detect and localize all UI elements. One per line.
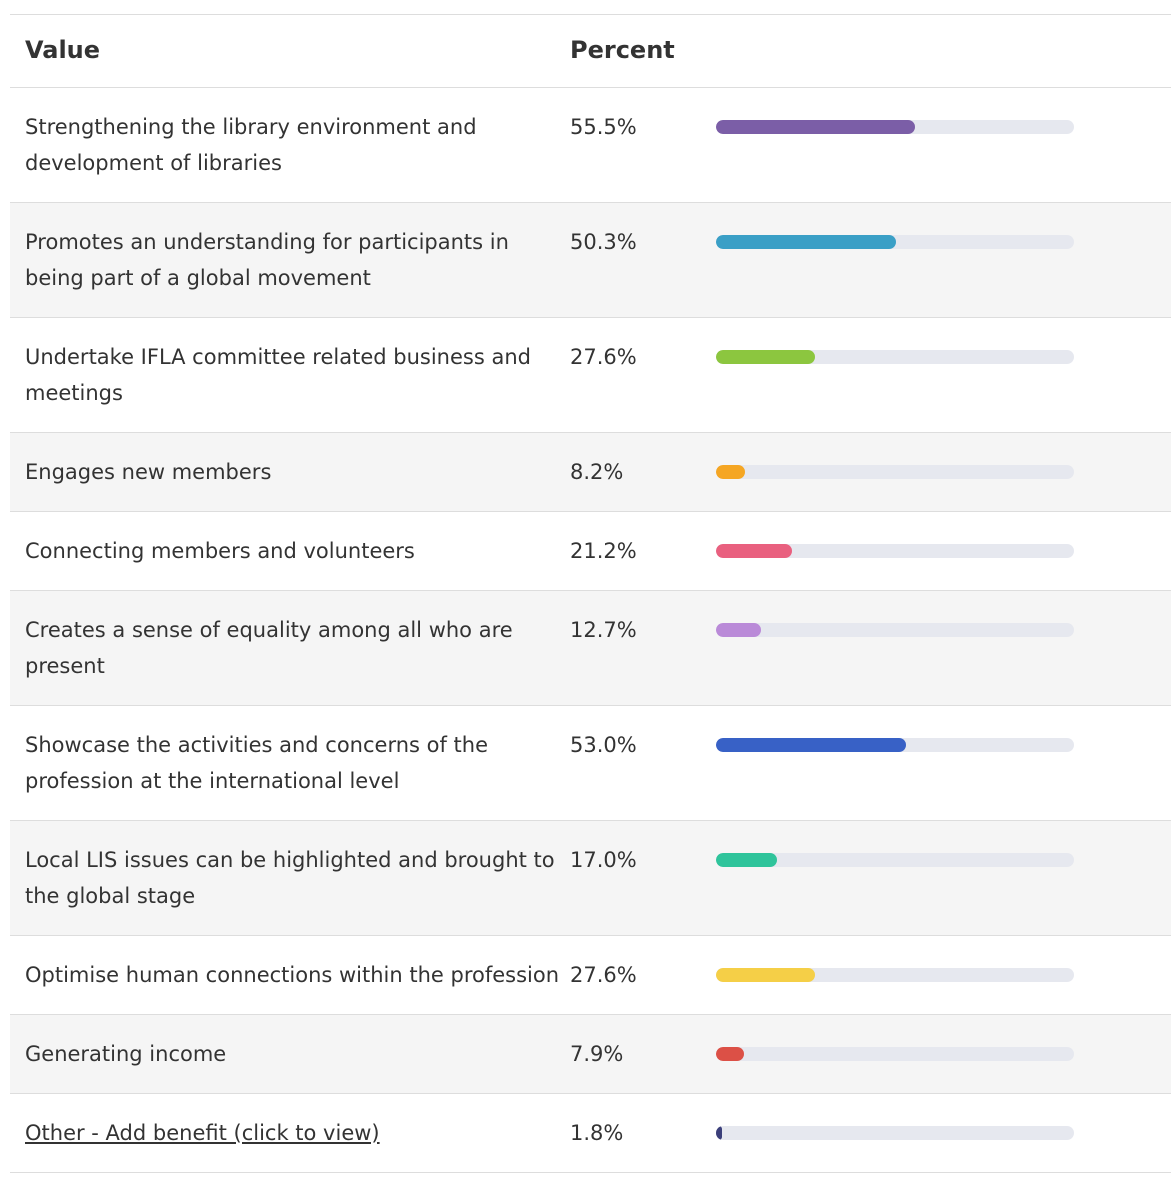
value-text: Generating income	[25, 1042, 227, 1066]
bar	[716, 623, 762, 637]
bar	[716, 968, 815, 982]
table-row: Local LIS issues can be highlighted and …	[10, 821, 1171, 936]
bar-track	[716, 235, 1074, 249]
value-cell: Strengthening the library environment an…	[10, 109, 570, 181]
bar-cell	[716, 224, 1074, 296]
percent-text: 8.2%	[570, 460, 624, 484]
value-cell: Creates a sense of equality among all wh…	[10, 612, 570, 684]
value-cell: Local LIS issues can be highlighted and …	[10, 842, 570, 914]
bar-cell	[716, 109, 1074, 181]
bar-cell	[716, 1115, 1074, 1151]
bar-track	[716, 853, 1074, 867]
table-row: Showcase the activities and concerns of …	[10, 706, 1171, 821]
bar-track	[716, 350, 1074, 364]
percent-text: 53.0%	[570, 733, 637, 757]
header-cell: Percent	[570, 36, 675, 64]
percent-text: 50.3%	[570, 230, 637, 254]
value-cell: Engages new members	[10, 454, 570, 490]
bar	[716, 1047, 745, 1061]
bar-track	[716, 968, 1074, 982]
value-text: Optimise human connections within the pr…	[25, 963, 560, 987]
table-row: Strengthening the library environment an…	[10, 88, 1171, 203]
bar-cell	[716, 339, 1074, 411]
value-text: Engages new members	[25, 460, 272, 484]
percent-text: 12.7%	[570, 618, 637, 642]
value-cell: Promotes an understanding for participan…	[10, 224, 570, 296]
value-text: Local LIS issues can be highlighted and …	[25, 848, 555, 908]
table-row: Connecting members and volunteers 21.2%	[10, 512, 1171, 591]
percent-text: 27.6%	[570, 963, 637, 987]
percent-text: 17.0%	[570, 848, 637, 872]
bar-cell	[716, 533, 1074, 569]
table-row: Generating income 7.9%	[10, 1015, 1171, 1094]
bar-track	[716, 120, 1074, 134]
bar	[716, 235, 897, 249]
bar-track	[716, 623, 1074, 637]
table-row: Engages new members 8.2%	[10, 433, 1171, 512]
bar-cell	[716, 1036, 1074, 1072]
value-text: Undertake IFLA committee related busines…	[25, 345, 531, 405]
bar	[716, 120, 915, 134]
table-row: Promotes an understanding for participan…	[10, 203, 1171, 318]
bar	[716, 350, 815, 364]
bar-track	[716, 1126, 1074, 1140]
value-text: Connecting members and volunteers	[25, 539, 415, 563]
value-text: Strengthening the library environment an…	[25, 115, 477, 175]
percent-text: 27.6%	[570, 345, 637, 369]
value-text: Showcase the activities and concerns of …	[25, 733, 489, 793]
table-row: Creates a sense of equality among all wh…	[10, 591, 1171, 706]
table-row: Optimise human connections within the pr…	[10, 936, 1171, 1015]
bar-cell	[716, 957, 1074, 993]
table-row: Undertake IFLA committee related busines…	[10, 318, 1171, 433]
bar	[716, 738, 906, 752]
bar-track	[716, 465, 1074, 479]
bar-cell	[716, 454, 1074, 490]
bar	[716, 544, 792, 558]
value-cell: Optimise human connections within the pr…	[10, 957, 570, 993]
percent-text: 55.5%	[570, 115, 637, 139]
bar-cell	[716, 842, 1074, 914]
value-cell: Undertake IFLA committee related busines…	[10, 339, 570, 411]
value-text: Creates a sense of equality among all wh…	[25, 618, 513, 678]
value-link[interactable]: Other - Add benefit (click to view)	[25, 1121, 380, 1145]
header-row: Value Percent	[10, 15, 1171, 88]
bar-track	[716, 544, 1074, 558]
header-cell: Value	[25, 36, 101, 64]
bar-track	[716, 1047, 1074, 1061]
table-row: Other - Add benefit (click to view) 1.8%	[10, 1094, 1171, 1173]
percent-text: 1.8%	[570, 1121, 624, 1145]
bar-cell	[716, 727, 1074, 799]
value-cell: Generating income	[10, 1036, 570, 1072]
value-text: Promotes an understanding for participan…	[25, 230, 509, 290]
percent-text: 21.2%	[570, 539, 637, 563]
value-cell: Other - Add benefit (click to view)	[10, 1115, 570, 1151]
bar-track	[716, 738, 1074, 752]
bar	[716, 853, 777, 867]
bar-cell	[716, 612, 1074, 684]
value-cell: Connecting members and volunteers	[10, 533, 570, 569]
bar	[716, 1126, 723, 1140]
results-table: Value Percent Strengthening the library …	[10, 14, 1171, 1173]
percent-text: 7.9%	[570, 1042, 624, 1066]
bar	[716, 465, 746, 479]
value-cell: Showcase the activities and concerns of …	[10, 727, 570, 799]
